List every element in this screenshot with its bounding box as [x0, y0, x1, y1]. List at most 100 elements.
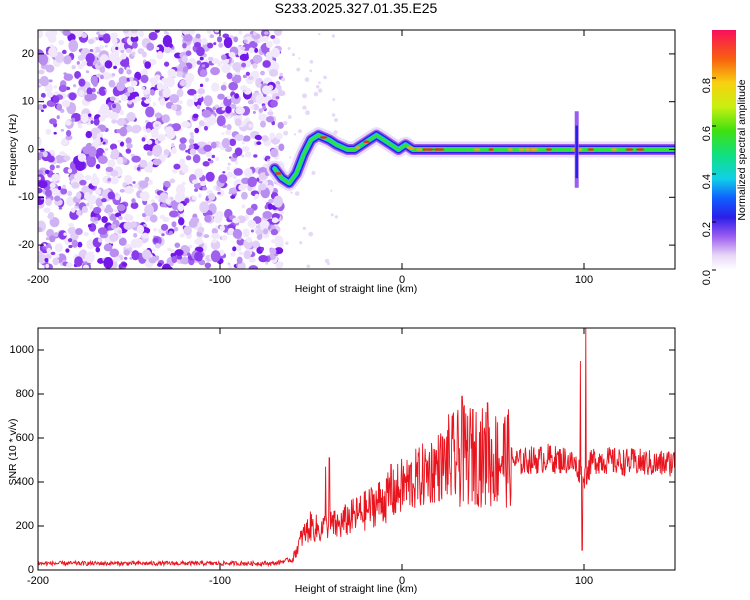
noise-speckle — [217, 62, 222, 67]
noise-speckle — [180, 257, 190, 265]
noise-speckle — [110, 176, 119, 185]
noise-speckle — [51, 173, 61, 182]
noise-speckle — [214, 156, 220, 161]
noise-speckle — [311, 170, 316, 175]
noise-speckle — [226, 123, 232, 131]
noise-speckle — [126, 111, 136, 122]
noise-speckle — [136, 224, 145, 234]
noise-speckle — [94, 188, 102, 195]
noise-speckle — [67, 190, 73, 197]
noise-speckle — [193, 97, 198, 103]
noise-speckle — [118, 67, 124, 75]
noise-speckle — [131, 30, 138, 34]
noise-speckle — [175, 184, 186, 196]
noise-speckle — [275, 261, 283, 269]
noise-speckle — [152, 102, 156, 107]
noise-speckle-region — [38, 30, 339, 269]
noise-speckle — [47, 212, 55, 220]
noise-speckle — [125, 47, 132, 54]
noise-speckle — [274, 247, 284, 255]
noise-speckle — [171, 255, 178, 264]
noise-speckle — [227, 115, 231, 120]
noise-speckle — [101, 108, 112, 119]
noise-speckle — [192, 154, 201, 164]
noise-speckle — [120, 52, 127, 60]
noise-speckle — [92, 48, 97, 52]
noise-speckle — [124, 256, 128, 260]
noise-speckle — [234, 118, 242, 127]
noise-speckle — [42, 246, 46, 250]
noise-speckle — [267, 203, 274, 210]
noise-speckle — [56, 115, 60, 120]
noise-speckle — [154, 74, 161, 81]
noise-speckle — [51, 188, 60, 196]
spectral-ridge — [266, 111, 675, 191]
noise-speckle — [222, 33, 230, 39]
noise-speckle — [148, 255, 158, 264]
noise-speckle — [177, 203, 185, 212]
noise-speckle — [181, 30, 191, 35]
noise-speckle — [41, 104, 47, 109]
ridge-hotspot — [529, 148, 537, 151]
noise-speckle — [44, 258, 49, 263]
noise-speckle — [221, 54, 227, 60]
noise-speckle — [169, 178, 176, 184]
noise-speckle — [130, 238, 139, 249]
noise-speckle — [119, 126, 128, 137]
noise-speckle — [277, 121, 284, 129]
noise-speckle — [112, 52, 119, 59]
noise-speckle — [218, 174, 228, 184]
noise-speckle — [50, 44, 54, 48]
noise-speckle — [114, 98, 120, 102]
snr-ytick-label: 400 — [16, 476, 34, 488]
noise-speckle — [189, 148, 197, 156]
noise-speckle — [182, 66, 189, 73]
noise-speckle — [296, 67, 301, 72]
noise-speckle — [49, 216, 60, 228]
noise-speckle — [302, 105, 307, 110]
noise-speckle — [45, 128, 52, 135]
noise-speckle — [50, 251, 56, 256]
noise-speckle — [110, 148, 120, 159]
ridge-hotspot — [473, 148, 481, 151]
noise-speckle — [167, 247, 172, 252]
noise-speckle — [131, 41, 138, 49]
noise-speckle — [67, 238, 73, 243]
noise-speckle — [115, 194, 120, 201]
noise-speckle — [39, 75, 49, 87]
noise-speckle — [103, 257, 114, 269]
noise-speckle — [330, 189, 333, 192]
noise-speckle — [258, 108, 264, 113]
noise-speckle — [83, 232, 89, 237]
noise-speckle — [65, 130, 72, 137]
noise-speckle — [242, 89, 246, 93]
noise-speckle — [234, 93, 240, 99]
noise-speckle — [164, 183, 170, 188]
noise-speckle — [144, 204, 154, 217]
noise-speckle — [233, 168, 243, 176]
noise-speckle — [131, 155, 141, 163]
noise-speckle — [103, 243, 113, 252]
noise-speckle — [178, 217, 185, 226]
noise-speckle — [221, 234, 228, 241]
noise-speckle — [165, 198, 172, 205]
noise-speckle — [270, 34, 276, 40]
noise-speckle — [195, 33, 201, 39]
noise-speckle — [252, 103, 259, 111]
noise-speckle — [110, 170, 119, 177]
noise-speckle — [228, 187, 238, 194]
noise-speckle — [76, 191, 82, 199]
noise-speckle — [152, 248, 156, 252]
noise-speckle — [219, 225, 225, 232]
noise-speckle — [258, 183, 267, 191]
noise-speckle — [252, 62, 258, 69]
noise-speckle — [186, 98, 194, 107]
noise-speckle — [154, 140, 159, 145]
ridge-hotspot — [625, 148, 634, 151]
ridge-hotspot — [507, 148, 513, 151]
noise-speckle — [235, 245, 242, 252]
noise-speckle — [157, 133, 166, 142]
noise-speckle — [95, 246, 101, 253]
